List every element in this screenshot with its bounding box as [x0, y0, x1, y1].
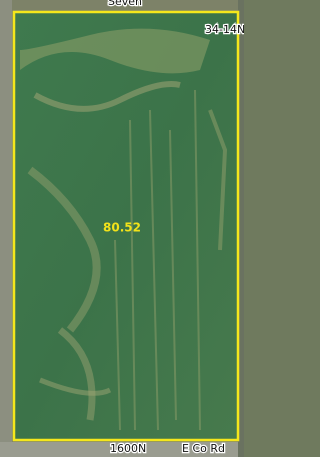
road-label: E Co Rd [182, 442, 225, 455]
road-label: 34-14N [205, 23, 244, 36]
map-view: 80.52 Seven 34-14N 1600N E Co Rd [0, 0, 244, 457]
field-acres: 80.52 [103, 221, 141, 235]
left-road [0, 0, 12, 457]
road-label: Seven [108, 0, 142, 8]
road-label: 1600N [110, 442, 146, 455]
